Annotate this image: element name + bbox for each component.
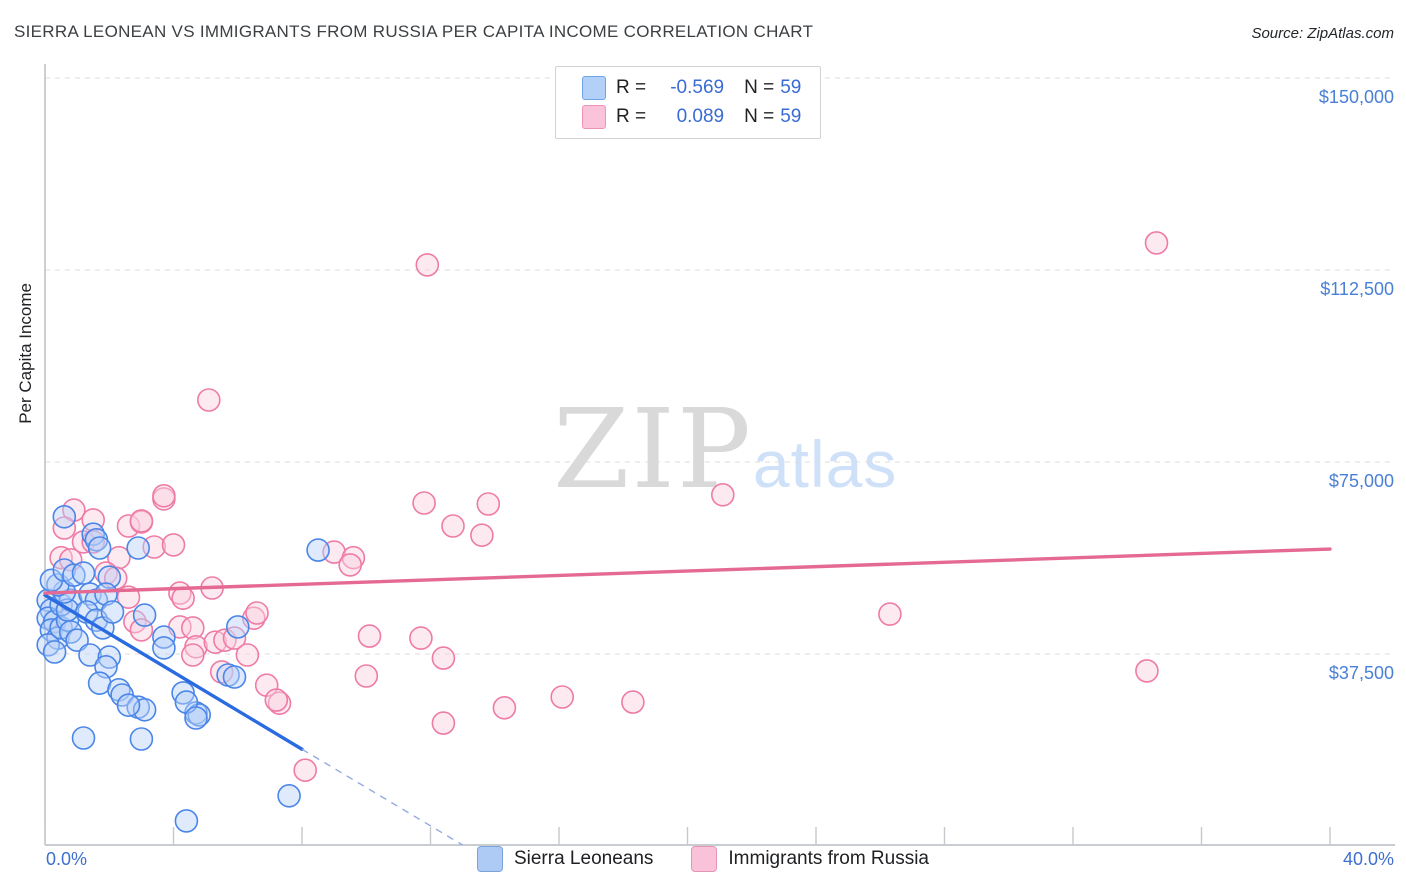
scatter-point-pink [354, 664, 379, 688]
y-axis-tick-label: $112,500 [1320, 279, 1394, 299]
trend-line [43, 547, 1332, 595]
pink-legend-swatch [691, 846, 718, 872]
y-axis-tick-label: $37,500 [1328, 663, 1394, 683]
scatter-point-pink [181, 616, 205, 640]
scatter-point-pink [492, 695, 517, 720]
scatter-point-blue [62, 563, 86, 588]
scatter-point-pink [415, 253, 440, 277]
correlation-legend: R = -0.569 N = 59 R = 0.089 N = 59 [555, 66, 821, 139]
scatter-point-blue [52, 504, 77, 529]
n-value: 59 [780, 106, 802, 127]
legend-row-immigrants-russia: R = 0.089 N = 59 [582, 105, 808, 129]
r-label: R = [616, 106, 647, 127]
scatter-point-blue [171, 681, 195, 705]
scatter-point-pink [710, 482, 735, 507]
scatter-point-pink [412, 491, 436, 515]
scatter-point-pink [470, 523, 494, 548]
scatter-point-pink [129, 509, 154, 533]
scatter-point-pink [1144, 231, 1169, 255]
pink-series-swatch [582, 105, 606, 129]
scatter-point-pink [203, 630, 228, 655]
source-attribution: Source: ZipAtlas.com [1251, 25, 1394, 42]
scatter-point-pink [161, 533, 186, 557]
scatter-point-blue [132, 603, 157, 627]
n-value: 59 [780, 77, 802, 98]
scatter-point-blue [277, 783, 301, 808]
scatter-point-pink [152, 483, 176, 508]
scatter-point-blue [71, 726, 96, 750]
scatter-point-pink [197, 388, 221, 412]
y-axis-title: Per Capita Income [16, 283, 35, 424]
scatter-point-pink [476, 492, 501, 516]
legend-item-immigrants-russia: Immigrants from Russia [691, 846, 929, 872]
legend-label: Immigrants from Russia [728, 848, 930, 869]
scatter-point-pink [338, 553, 363, 577]
legend-item-sierra-leoneans: Sierra Leoneans [476, 846, 654, 872]
blue-series-swatch [582, 76, 606, 100]
trend-line [43, 593, 304, 751]
r-value: -0.569 [670, 77, 725, 98]
scatter-point-pink [357, 624, 382, 648]
scatter-point-blue [94, 582, 118, 606]
y-axis-tick-label: $150,000 [1318, 87, 1394, 107]
scatter-point-pink [116, 514, 141, 538]
scatter-point-blue [129, 727, 154, 751]
scatter-point-pink [209, 660, 234, 684]
scatter-point-blue [100, 600, 125, 624]
series-legend: Sierra Leoneans Immigrants from Russia [0, 846, 1406, 872]
watermark-atlas-text: atlas [752, 427, 898, 501]
scatter-point-blue [126, 536, 150, 560]
legend-row-sierra-leoneans: R = -0.569 N = 59 [582, 76, 808, 100]
scatter-point-pink [431, 646, 456, 670]
scatter-point-blue [184, 706, 208, 730]
scatter-point-pink [293, 758, 318, 783]
y-axis-tick-label: $75,000 [1328, 471, 1394, 491]
x-axis-min-label: 0.0% [46, 849, 88, 869]
blue-legend-swatch [476, 846, 503, 872]
scatter-point-pink [550, 685, 575, 709]
scatter-point-pink [431, 711, 456, 735]
n-label: N = [744, 106, 775, 127]
scatter-point-blue [222, 665, 247, 689]
x-axis-max-label: 40.0% [1342, 849, 1394, 869]
scatter-point-blue [116, 693, 141, 718]
scatter-point-pink [441, 514, 465, 538]
scatter-point-blue [65, 628, 89, 653]
scatter-point-blue [226, 615, 250, 639]
scatter-point-blue [36, 632, 61, 657]
scatter-point-pink [878, 602, 902, 626]
trend-line-extension-dashed [301, 748, 463, 846]
scatter-point-blue [174, 809, 199, 833]
scatter-point-pink [181, 643, 205, 667]
scatter-point-blue [71, 561, 96, 585]
scatter-point-blue [306, 538, 330, 562]
legend-label: Sierra Leoneans [513, 848, 654, 869]
scatter-point-pink [621, 690, 645, 714]
page-title: SIERRA LEONEAN VS IMMIGRANTS FROM RUSSIA… [14, 22, 814, 41]
scatter-point-blue [78, 643, 102, 667]
r-value: 0.089 [676, 106, 725, 127]
scatter-point-blue [42, 640, 67, 664]
scatter-point-pink [245, 601, 269, 625]
n-label: N = [744, 77, 775, 98]
scatter-point-pink [171, 586, 195, 611]
scatter-point-blue [152, 636, 176, 660]
scatter-point-pink [264, 688, 289, 712]
scatter-point-pink [107, 545, 131, 570]
scatter-point-blue [87, 536, 112, 560]
scatter-point-pink [129, 618, 154, 642]
scatter-point-pink [267, 691, 292, 716]
scatter-point-pink [409, 626, 433, 650]
r-label: R = [616, 77, 647, 98]
scatter-point-pink [235, 643, 260, 667]
scatter-point-pink [1135, 659, 1159, 683]
